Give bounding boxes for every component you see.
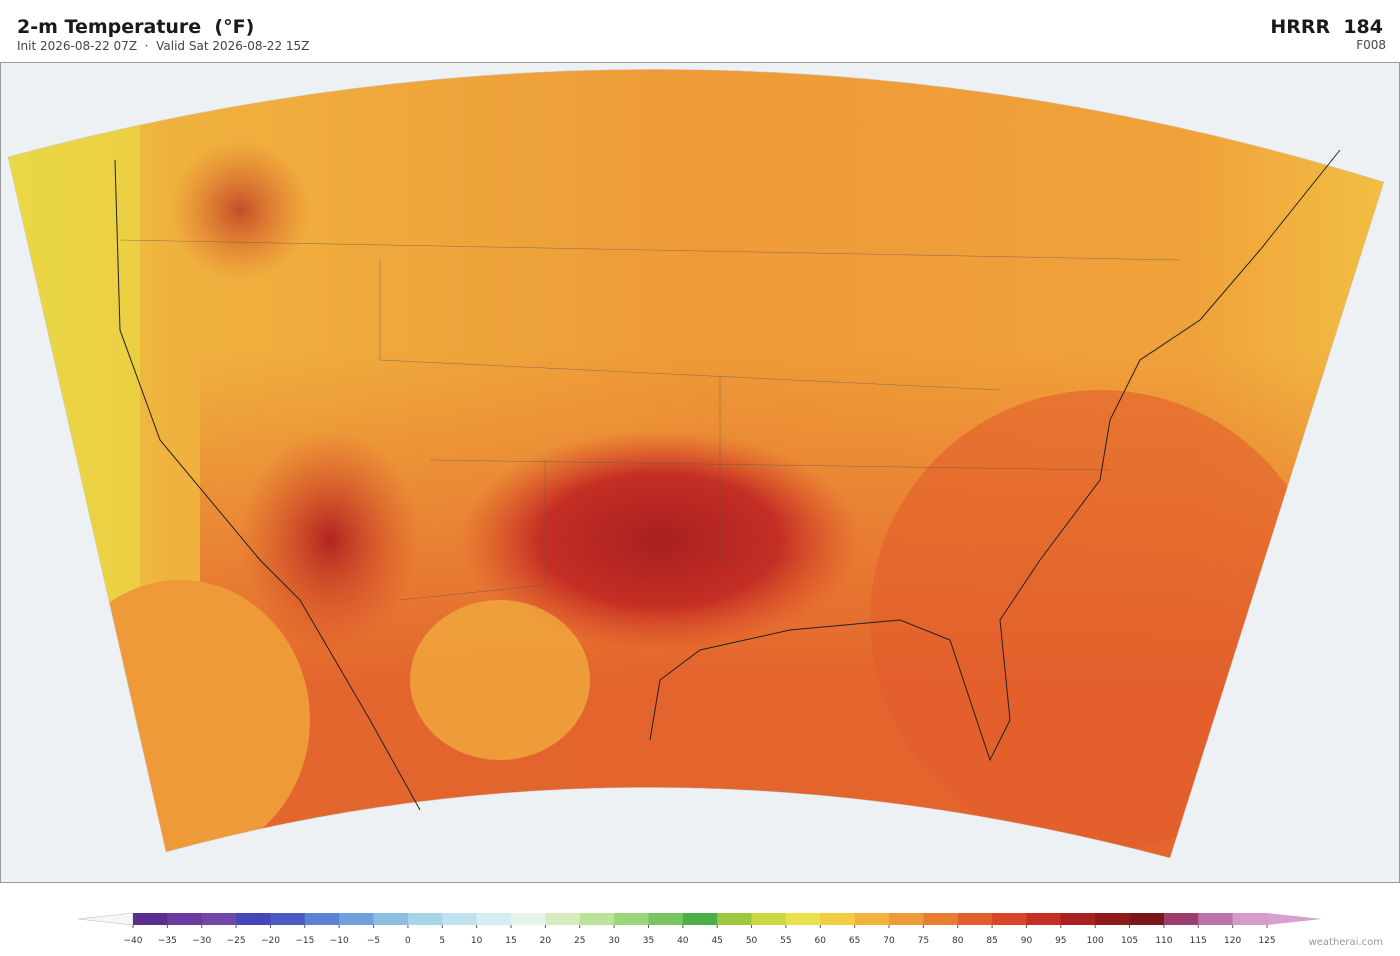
colorbar-bin xyxy=(236,913,271,925)
colorbar-label: −10 xyxy=(330,936,349,946)
colorbar-bin xyxy=(511,913,546,925)
state-borders xyxy=(119,239,1181,601)
colorbar-label: 20 xyxy=(540,936,552,946)
colorbar-bin xyxy=(717,913,752,925)
colorbar-label: 115 xyxy=(1190,936,1207,946)
colorbar-label: 125 xyxy=(1258,936,1275,946)
subtitle: Init 2026-08-22 07Z · Valid Sat 2026-08-… xyxy=(17,39,310,53)
colorbar-label: 80 xyxy=(952,936,964,946)
colorbar-label: 65 xyxy=(849,936,860,946)
colorbar-bin xyxy=(476,913,512,925)
colorbar-label: −40 xyxy=(124,936,143,946)
colorbar-bin xyxy=(1198,913,1233,925)
colorbar-label: 45 xyxy=(711,936,722,946)
colorbar-bin xyxy=(957,913,993,925)
colorbar-label: 0 xyxy=(405,936,411,946)
colorbar-bin xyxy=(1095,913,1130,925)
colorbar-bin xyxy=(785,913,821,925)
colorbar-label: 40 xyxy=(677,936,689,946)
colorbar-bin xyxy=(648,913,684,925)
colorbar-bin xyxy=(442,913,477,925)
colorbar-label: 95 xyxy=(1055,936,1066,946)
colorbar-bin xyxy=(167,913,203,925)
colorbar-bin xyxy=(923,913,959,925)
title: 2-m Temperature (°F) xyxy=(17,16,255,38)
colorbar-bin xyxy=(133,913,168,925)
colorbar-label: 75 xyxy=(918,936,929,946)
colorbar: −40 −35 −30 −25 −20 −15 −10 −5 0 5 10 15 20 25 30 35 40 4… xyxy=(77,912,1322,946)
colorbar-label: 15 xyxy=(505,936,516,946)
colorbar-label: 120 xyxy=(1224,936,1241,946)
colorbar-label: 60 xyxy=(815,936,827,946)
watermark: weatherai.com xyxy=(1309,937,1383,948)
colorbar-bin xyxy=(339,913,374,925)
colorbar-label: 110 xyxy=(1155,936,1172,946)
domain-outline xyxy=(7,69,1385,859)
colorbar-bin xyxy=(304,913,340,925)
model: HRRR 184 xyxy=(1270,16,1383,38)
colorbar-label: 70 xyxy=(883,936,895,946)
colorbar-label: −5 xyxy=(367,936,380,946)
colorbar-label: 35 xyxy=(643,936,654,946)
colorbar-bin xyxy=(751,913,787,925)
forecast-hour: F008 xyxy=(1356,38,1386,52)
colorbar-bin xyxy=(1232,913,1268,925)
colorbar-label: −20 xyxy=(261,936,280,946)
colorbar-bin xyxy=(1163,913,1199,925)
colorbar-bin xyxy=(201,913,237,925)
colorbar-label: 50 xyxy=(746,936,758,946)
colorbar-bin xyxy=(854,913,890,925)
temperature-field xyxy=(8,69,1384,858)
colorbar-bin xyxy=(682,913,718,925)
colorbar-bin xyxy=(407,913,443,925)
colorbar-bin xyxy=(820,913,855,925)
colorbar-bin xyxy=(992,913,1027,925)
colorbar-bin xyxy=(1129,913,1165,925)
colorbar-label: 105 xyxy=(1121,936,1138,946)
colorbar-label: 90 xyxy=(1021,936,1033,946)
colorbar-bin xyxy=(1060,913,1096,925)
colorbar-bin xyxy=(373,913,409,925)
colorbar-label: 85 xyxy=(986,936,997,946)
colorbar-label: 5 xyxy=(439,936,445,946)
colorbar-label: −25 xyxy=(227,936,246,946)
colorbar-over xyxy=(1267,913,1322,925)
colorbar-bin xyxy=(545,913,581,925)
colorbar-label: 10 xyxy=(471,936,483,946)
colorbar-bin xyxy=(889,913,924,925)
colorbar-label: 100 xyxy=(1087,936,1104,946)
colorbar-label: −15 xyxy=(295,936,314,946)
colorbar-bin xyxy=(579,913,615,925)
colorbar-bin xyxy=(270,913,306,925)
colorbar-bin xyxy=(1026,913,1062,925)
colorbar-label: −35 xyxy=(158,936,177,946)
colorbar-label: 55 xyxy=(780,936,791,946)
colorbar-bin xyxy=(614,913,649,925)
colorbar-label: −30 xyxy=(192,936,211,946)
colorbar-label: 30 xyxy=(608,936,620,946)
colorbar-label: 25 xyxy=(574,936,585,946)
coastline xyxy=(114,149,1341,811)
colorbar-under xyxy=(77,912,134,926)
